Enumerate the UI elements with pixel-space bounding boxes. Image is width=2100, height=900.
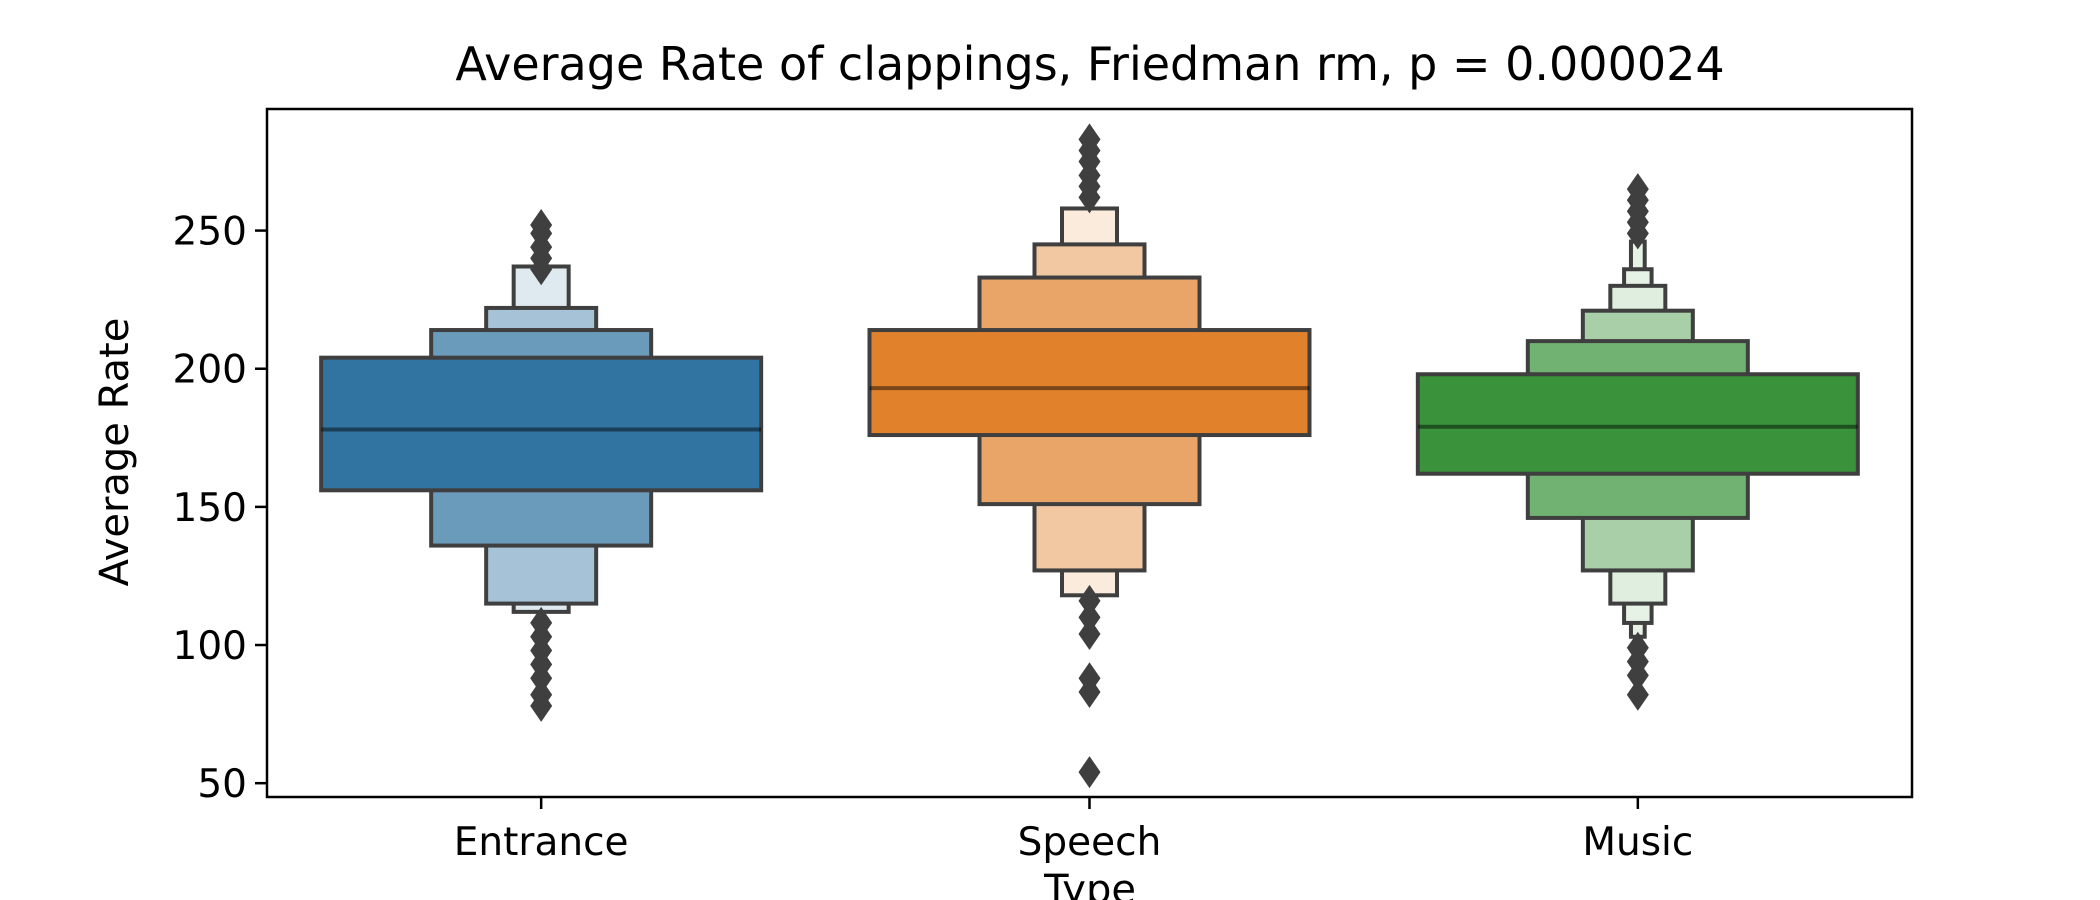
boxen-speech [867,123,1312,789]
outlier-point [530,678,553,711]
x-tick-label: Music [1582,820,1693,865]
y-tick-label: 150 [173,486,247,531]
outlier-point [1626,631,1649,664]
outlier-point [1078,617,1101,650]
outlier-point [1078,584,1101,617]
x-tick-label: Entrance [454,820,629,865]
y-axis-label: Average Rate [92,318,138,587]
outlier-point [1078,123,1101,156]
chart-title: Average Rate of clappings, Friedman rm, … [455,37,1724,91]
outlier-point [1626,173,1649,206]
y-tick-label: 200 [173,348,247,393]
y-tick-label: 100 [173,624,247,669]
box-level-1 [319,355,764,493]
x-axis-label: Type [1043,867,1136,900]
y-tick-label: 50 [197,762,247,807]
box-level-1 [867,328,1312,438]
boxen-entrance [319,209,764,722]
y-tick-label: 250 [173,210,247,255]
boxen-music [1415,173,1860,711]
outlier-point [530,209,553,242]
outlier-point [1078,601,1101,634]
outlier-point [1078,756,1101,789]
outlier-point [1078,662,1101,695]
plot-layer [319,123,1860,789]
outlier-point [1626,678,1649,711]
box-level-1 [1415,372,1860,476]
outlier-point [530,606,553,639]
x-tick-label: Speech [1018,820,1162,865]
axes-layer: 50 100 150 200 250 Entrance Speech Music [173,210,1694,865]
